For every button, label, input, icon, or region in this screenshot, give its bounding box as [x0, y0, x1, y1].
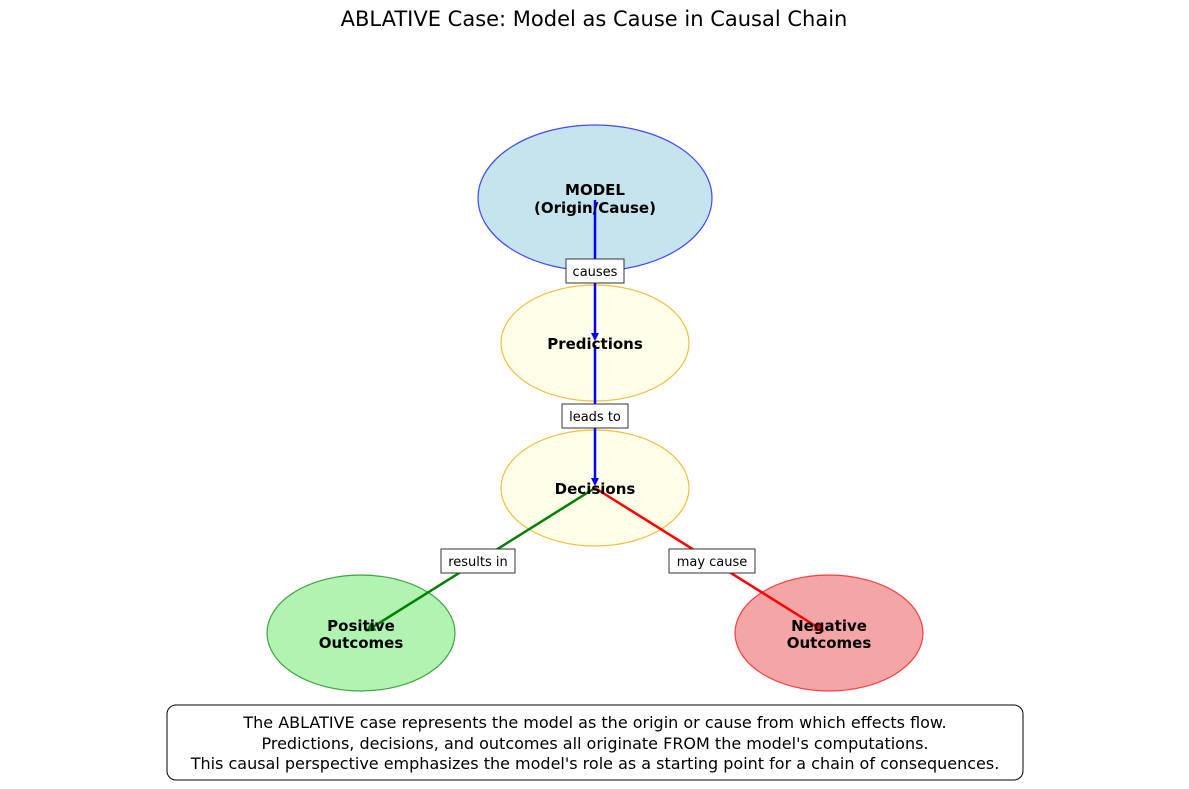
- caption-line-1: The ABLATIVE case represents the model a…: [242, 713, 946, 732]
- edge-label-results-in: results in: [440, 548, 516, 574]
- edge-label-leads-to-text: leads to: [569, 410, 621, 425]
- edge-label-leads-to: leads to: [561, 403, 629, 429]
- caption-box-frame: [166, 704, 1024, 781]
- caption-line-2: Predictions, decisions, and outcomes all…: [261, 734, 928, 753]
- node-predictions-label: Predictions: [547, 335, 643, 353]
- node-decisions-label: Decisions: [555, 480, 636, 498]
- edge-label-may-cause-box: [668, 548, 756, 574]
- edge-label-may-cause-text: may cause: [677, 555, 748, 570]
- node-negative-label-line2: Outcomes: [787, 634, 872, 652]
- node-model-label-line2: (Origin/Cause): [534, 199, 656, 217]
- edge-label-leads-to-box: [561, 403, 629, 429]
- node-negative-label-line1: Negative: [791, 617, 867, 635]
- edge-label-may-cause: may cause: [668, 548, 756, 574]
- caption-line-3: This causal perspective emphasizes the m…: [190, 754, 1000, 773]
- node-positive-label-line1: Positive: [327, 617, 395, 635]
- node-model-label-line1: MODEL: [565, 181, 625, 199]
- edge-label-causes-text: causes: [573, 265, 618, 280]
- edge-label-causes-box: [565, 258, 625, 284]
- caption-box: The ABLATIVE case represents the model a…: [166, 704, 1024, 781]
- edge-label-causes: causes: [565, 258, 625, 284]
- diagram-title: ABLATIVE Case: Model as Cause in Causal …: [341, 7, 848, 31]
- edge-label-results-in-box: [440, 548, 516, 574]
- node-positive-label-line2: Outcomes: [319, 634, 404, 652]
- edge-label-results-in-text: results in: [448, 555, 508, 570]
